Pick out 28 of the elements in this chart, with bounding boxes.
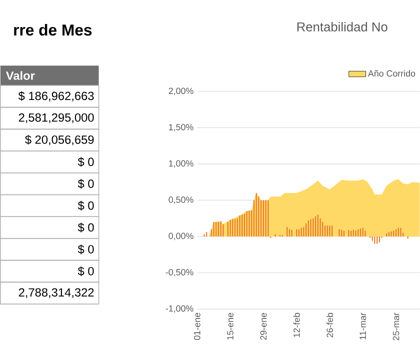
y-tick-label: 0,00% [168,232,194,240]
text: $ 0 [78,200,94,210]
y-tick-label: 0,50% [168,196,194,204]
y-tick-label: -0,50% [166,269,194,276]
text: $ 0 [78,244,94,254]
text: $ 0 [78,266,94,276]
x-tick-label: 29-ene [260,312,267,340]
x-tick-label: 15-ene [227,312,234,340]
y-tick-label: -1,00% [166,305,194,313]
legend-label: Año Corrido [368,70,416,77]
y-tick-label: 2,00% [168,88,194,96]
x-tick-label: 25-mar [392,312,400,340]
x-tick-label: 01-ene [194,312,200,340]
chart-title: Rentabilidad No [297,22,388,32]
text: $ 0 [78,179,94,189]
text: $ 20,056,659 [25,134,94,146]
y-tick-label: 1,50% [169,124,194,132]
text: 2,788,314,322 [18,288,94,298]
text: Valor [6,71,35,80]
y-tick-label: 1,00% [169,160,194,168]
text: $ 0 [78,222,94,232]
x-tick-label: 12-feb [293,312,300,338]
text: 2,581,295,000 [18,113,94,124]
text: rre de Mes [14,24,92,36]
x-tick-label: 11-mar [360,312,366,340]
text: $ 0 [78,157,94,167]
x-tick-label: 26-feb [326,312,334,338]
text: $ 186,962,663 [18,91,94,102]
